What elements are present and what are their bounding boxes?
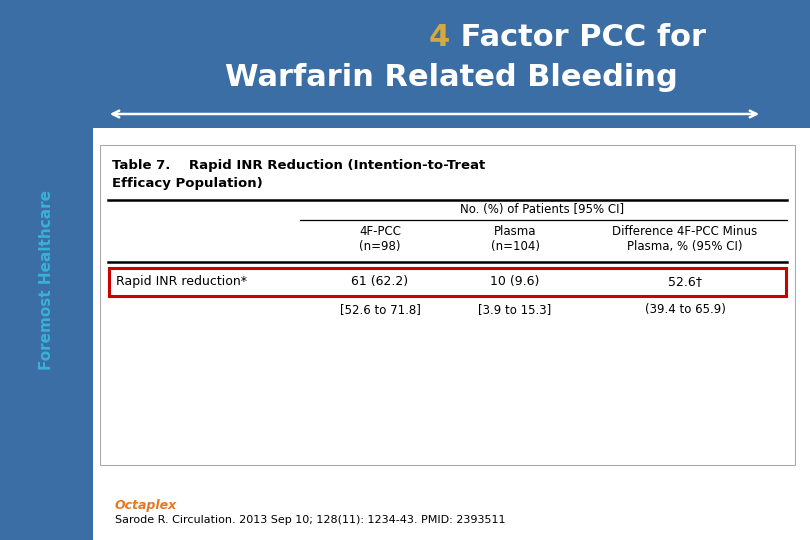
Text: 4F-PCC
(n=98): 4F-PCC (n=98) [359, 225, 401, 253]
Text: Efficacy Population): Efficacy Population) [112, 177, 262, 190]
Text: (39.4 to 65.9): (39.4 to 65.9) [645, 303, 726, 316]
Text: 4: 4 [428, 24, 450, 52]
Bar [109, 268, 786, 296]
Bar [0, 0, 93, 540]
Text: 10 (9.6): 10 (9.6) [490, 275, 539, 288]
Text: Warfarin Related Bleeding: Warfarin Related Bleeding [225, 64, 678, 92]
Text: No. (%) of Patients [95% CI]: No. (%) of Patients [95% CI] [460, 204, 625, 217]
Text: [3.9 to 15.3]: [3.9 to 15.3] [479, 303, 552, 316]
Text: Difference 4F-PCC Minus
Plasma, % (95% CI): Difference 4F-PCC Minus Plasma, % (95% C… [612, 225, 757, 253]
Bar [100, 145, 795, 465]
Text: 52.6†: 52.6† [668, 275, 702, 288]
Text: [52.6 to 71.8]: [52.6 to 71.8] [339, 303, 420, 316]
Text: Table 7.    Rapid INR Reduction (Intention-to-Treat: Table 7. Rapid INR Reduction (Intention-… [112, 159, 485, 172]
Text: Plasma
(n=104): Plasma (n=104) [491, 225, 539, 253]
Text: Rapid INR reduction*: Rapid INR reduction* [116, 275, 247, 288]
Text: Sarode R. Circulation. 2013 Sep 10; 128(11): 1234-43. PMID: 2393511: Sarode R. Circulation. 2013 Sep 10; 128(… [115, 515, 505, 525]
Text: Foremost Healthcare: Foremost Healthcare [39, 190, 54, 370]
Text: 61 (62.2): 61 (62.2) [352, 275, 408, 288]
Text: Factor PCC for: Factor PCC for [450, 24, 706, 52]
Bar [0, 0, 810, 128]
Text: Octaplex: Octaplex [115, 500, 177, 512]
